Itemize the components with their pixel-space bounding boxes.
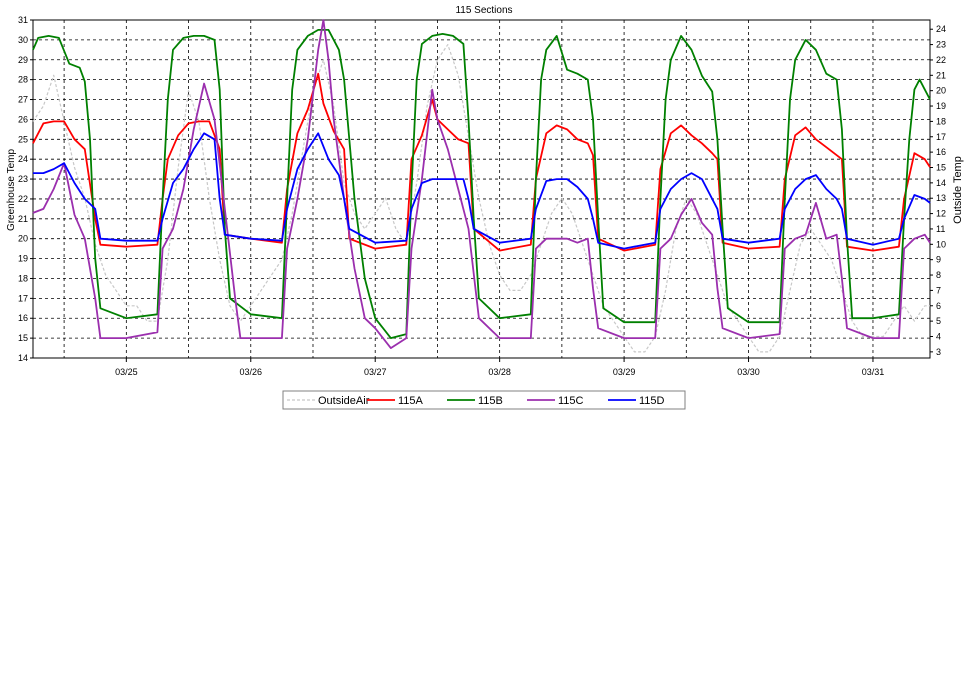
y-tick-label: 27 [18, 95, 28, 105]
y-tick-label: 23 [18, 174, 28, 184]
grid [33, 20, 930, 358]
y2-tick-label: 15 [936, 162, 946, 172]
y2-tick-label: 8 [936, 270, 941, 280]
x-tick-label: 03/30 [737, 367, 760, 377]
y2-tick-label: 21 [936, 70, 946, 80]
x-tick-label: 03/29 [613, 367, 636, 377]
y-tick-label: 16 [18, 313, 28, 323]
y2-tick-label: 9 [936, 255, 941, 265]
y2-tick-label: 23 [936, 40, 946, 50]
series-layer [32, 19, 931, 353]
y2-tick-label: 22 [936, 55, 946, 65]
y2-tick-label: 6 [936, 301, 941, 311]
axes: 1415161718192021222324252627282930313456… [18, 15, 946, 377]
x-tick-label: 03/26 [240, 367, 263, 377]
y2-axis-label: Outside Temp [952, 156, 964, 224]
legend-box [282, 390, 686, 410]
legend-label-115c: 115C [558, 395, 584, 407]
y-tick-label: 25 [18, 134, 28, 144]
chart-title: 115 Sections [455, 5, 512, 16]
x-tick-label: 03/28 [488, 367, 511, 377]
legend-label-outsideair: OutsideAir [318, 395, 370, 407]
y2-tick-label: 5 [936, 316, 941, 326]
x-tick-label: 03/25 [115, 367, 138, 377]
x-tick-label: 03/31 [862, 367, 885, 377]
series-line-115d [33, 132, 931, 250]
x-tick-label: 03/27 [364, 367, 387, 377]
y-tick-label: 24 [18, 154, 28, 164]
legend-label-115b: 115B [478, 395, 503, 407]
y2-tick-label: 13 [936, 193, 946, 203]
legend-label-115d: 115D [639, 395, 665, 407]
y2-tick-label: 4 [936, 331, 941, 341]
y-tick-label: 19 [18, 254, 28, 264]
y-tick-label: 14 [18, 353, 28, 363]
y2-tick-label: 12 [936, 209, 946, 219]
y-tick-label: 15 [18, 333, 28, 343]
legend-label-115a: 115A [398, 395, 424, 407]
y2-tick-label: 14 [936, 178, 946, 188]
y-tick-label: 22 [18, 194, 28, 204]
y-tick-label: 30 [18, 35, 28, 45]
y2-tick-label: 19 [936, 101, 946, 111]
y2-tick-label: 10 [936, 239, 946, 249]
y-tick-label: 20 [18, 234, 28, 244]
y-tick-label: 31 [18, 15, 28, 25]
legend: OutsideAir 115A 115B 115C 115D [282, 390, 686, 410]
y2-tick-label: 11 [936, 224, 945, 234]
y-tick-label: 26 [18, 114, 28, 124]
y2-tick-label: 18 [936, 116, 946, 126]
y-axis-label: Greenhouse Temp [6, 149, 17, 232]
y2-tick-label: 7 [936, 285, 941, 295]
y2-tick-label: 24 [936, 24, 946, 34]
y2-tick-label: 20 [936, 86, 946, 96]
series-line-115b [32, 28, 931, 340]
y-tick-label: 18 [18, 273, 28, 283]
y-tick-label: 28 [18, 75, 28, 85]
series-line-115c [32, 19, 931, 350]
y-tick-label: 29 [18, 55, 28, 65]
y-tick-label: 17 [18, 293, 28, 303]
y-tick-label: 21 [18, 214, 28, 224]
y2-tick-label: 17 [936, 132, 946, 142]
y2-tick-label: 16 [936, 147, 946, 157]
y2-tick-label: 3 [936, 347, 941, 357]
